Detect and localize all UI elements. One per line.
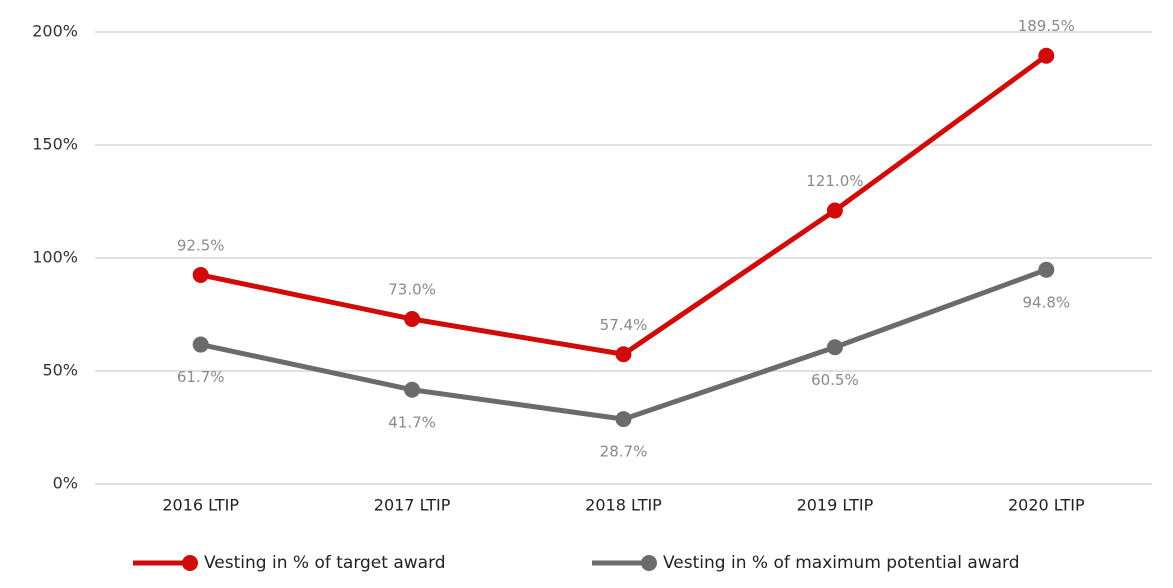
series-line (200, 267, 1048, 422)
point (826, 202, 843, 219)
y-tick-label: 100% (32, 248, 78, 267)
point (404, 311, 421, 328)
point (615, 411, 632, 428)
x-tick-label: 2020 LTIP (1008, 496, 1085, 515)
data-label: 189.5% (1018, 17, 1075, 35)
data-label: 41.7% (388, 413, 436, 431)
data-label: 60.5% (811, 371, 859, 389)
legend-label: Vesting in % of target award (204, 553, 446, 573)
legend-marker (182, 555, 198, 571)
y-tick-label: 200% (32, 22, 78, 41)
point (404, 381, 421, 398)
data-label: 121.0% (806, 172, 863, 190)
data-label: 28.7% (600, 443, 648, 461)
data-label: 61.7% (177, 368, 225, 386)
y-tick-label: 50% (42, 361, 78, 380)
point (826, 339, 843, 356)
point (192, 336, 209, 353)
series-line (200, 53, 1048, 357)
data-label: 57.4% (600, 316, 648, 334)
x-tick-label: 2019 LTIP (797, 496, 874, 515)
x-tick-label: 2018 LTIP (585, 496, 662, 515)
point (192, 266, 209, 283)
data-label: 94.8% (1022, 293, 1070, 311)
legend-marker (641, 555, 657, 571)
point (1038, 261, 1055, 278)
point (1038, 47, 1055, 64)
y-tick-label: 150% (32, 135, 78, 154)
x-tick-label: 2016 LTIP (162, 496, 239, 515)
y-tick-label: 0% (53, 474, 78, 493)
data-label: 92.5% (177, 236, 225, 254)
legend-label: Vesting in % of maximum potential award (663, 553, 1020, 573)
data-label: 73.0% (388, 281, 436, 299)
x-tick-label: 2017 LTIP (374, 496, 451, 515)
point (615, 346, 632, 363)
